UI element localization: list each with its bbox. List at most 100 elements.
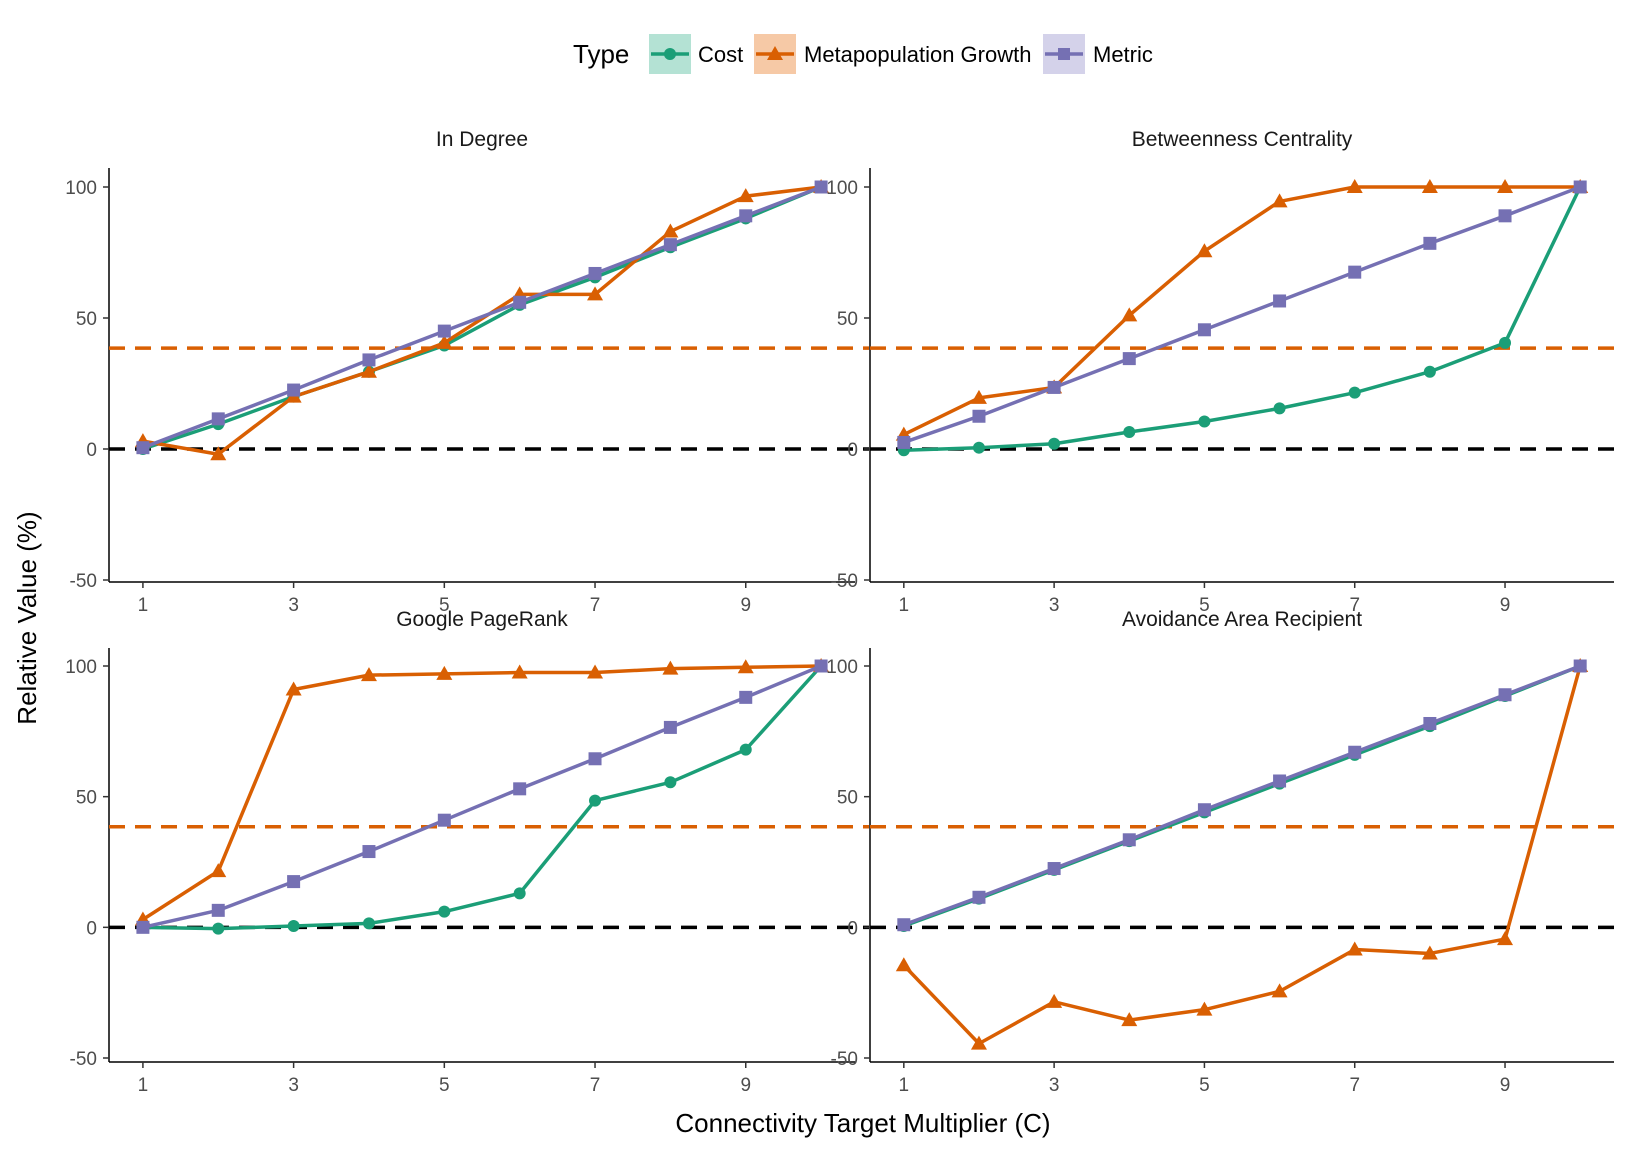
series-cost (136, 660, 828, 935)
series-line (142, 664, 823, 931)
y-tick-label: 0 (86, 918, 97, 939)
x-axis-title: Connectivity Target Multiplier (C) (675, 1108, 1050, 1138)
data-point (663, 720, 677, 734)
x-tick-label: 1 (899, 595, 910, 616)
x-tick-label: 3 (1049, 1075, 1060, 1096)
y-tick-label: 50 (837, 788, 858, 809)
panel-title: Betweenness Centrality (1132, 128, 1353, 151)
y-tick-label: 0 (847, 440, 858, 461)
data-point (1047, 862, 1061, 876)
series-line (142, 664, 822, 930)
x-tick-label: 7 (590, 595, 601, 616)
data-point (972, 409, 986, 423)
data-point (587, 664, 604, 679)
data-point (970, 1035, 987, 1050)
data-point (814, 659, 828, 673)
x-tick-label: 3 (288, 1075, 299, 1096)
data-point (895, 957, 912, 972)
data-point (211, 903, 225, 917)
data-point (1573, 659, 1587, 673)
data-point (1121, 307, 1138, 322)
data-point (1346, 941, 1363, 956)
legend-marker-cost (664, 48, 676, 60)
data-point (362, 917, 375, 930)
legend-item-cost: Cost (649, 34, 743, 74)
data-point (663, 238, 677, 252)
series-metapopulation-growth (134, 658, 830, 926)
data-point (897, 435, 911, 449)
data-point (437, 813, 451, 827)
x-tick-label: 5 (1199, 1075, 1210, 1096)
data-point (739, 690, 753, 704)
legend-title: Type (573, 39, 629, 69)
data-point (210, 446, 227, 461)
series-line (142, 185, 822, 456)
data-point (210, 863, 227, 878)
data-point (285, 681, 302, 696)
x-tick-label: 9 (1500, 595, 1511, 616)
data-point (513, 887, 526, 900)
x-tick-label: 5 (439, 1075, 450, 1096)
series-metapopulation-growth (895, 179, 1589, 441)
y-tick-label: -50 (70, 1049, 97, 1070)
data-point (513, 295, 527, 309)
panel-title: In Degree (436, 128, 528, 151)
x-tick-label: 1 (138, 595, 149, 616)
data-point (362, 353, 376, 367)
data-point (1046, 993, 1063, 1008)
data-point (588, 266, 602, 280)
data-point (737, 188, 754, 203)
series-line (902, 665, 1582, 1046)
x-tick-label: 7 (590, 1075, 601, 1096)
y-tick-label: 50 (76, 309, 97, 330)
data-point (360, 667, 377, 682)
data-point (1196, 1001, 1213, 1016)
x-tick-label: 9 (740, 595, 751, 616)
series-line (903, 185, 1581, 445)
x-tick-label: 3 (1049, 595, 1060, 616)
data-point (1498, 688, 1512, 702)
legend-label-metric: Metric (1093, 42, 1153, 67)
panel-betweenness-centrality: Betweenness Centrality -50 0 50 100 1 3 5 7 9 (826, 128, 1618, 616)
legend-item-metapopulation-growth: Metapopulation Growth (754, 34, 1031, 74)
series-line (141, 664, 822, 921)
data-point (438, 905, 451, 918)
data-point (1271, 983, 1288, 998)
y-tick-label: -50 (831, 1049, 858, 1070)
data-point (970, 389, 987, 404)
data-point (662, 660, 679, 675)
y-tick-label: 0 (86, 440, 97, 461)
y-tick-label: 100 (65, 657, 97, 678)
x-tick-label: 7 (1349, 595, 1360, 616)
legend-marker-metric (1058, 48, 1070, 60)
series-metric (136, 659, 828, 934)
data-point (1348, 745, 1362, 759)
x-tick-label: 9 (1500, 1075, 1511, 1096)
data-point (136, 441, 150, 455)
data-point (1122, 833, 1136, 847)
y-tick-label: 100 (826, 657, 858, 678)
x-tick-label: 1 (899, 1075, 910, 1096)
data-point (1499, 336, 1512, 349)
data-point (1047, 380, 1061, 394)
legend-label-cost: Cost (698, 42, 743, 67)
x-tick-label: 5 (439, 595, 450, 616)
data-point (1346, 179, 1363, 193)
series-metapopulation-growth (895, 658, 1589, 1050)
data-point (1121, 1012, 1138, 1027)
panel-in-degree: In Degree -50 0 50 100 1 3 5 7 9 (65, 128, 869, 616)
data-point (587, 286, 604, 301)
legend-label-metapopulation-growth: Metapopulation Growth (804, 42, 1031, 67)
data-point (1498, 209, 1512, 223)
y-tick-label: 50 (76, 788, 97, 809)
data-point (588, 752, 602, 766)
series-line (142, 185, 822, 451)
series-line (903, 185, 1581, 437)
series-line (903, 186, 1582, 453)
data-point (814, 180, 828, 194)
y-axis-title: Relative Value (%) (12, 511, 42, 724)
panel-title: Avoidance Area Recipient (1122, 608, 1362, 631)
data-point (739, 209, 753, 223)
data-point (287, 383, 301, 397)
